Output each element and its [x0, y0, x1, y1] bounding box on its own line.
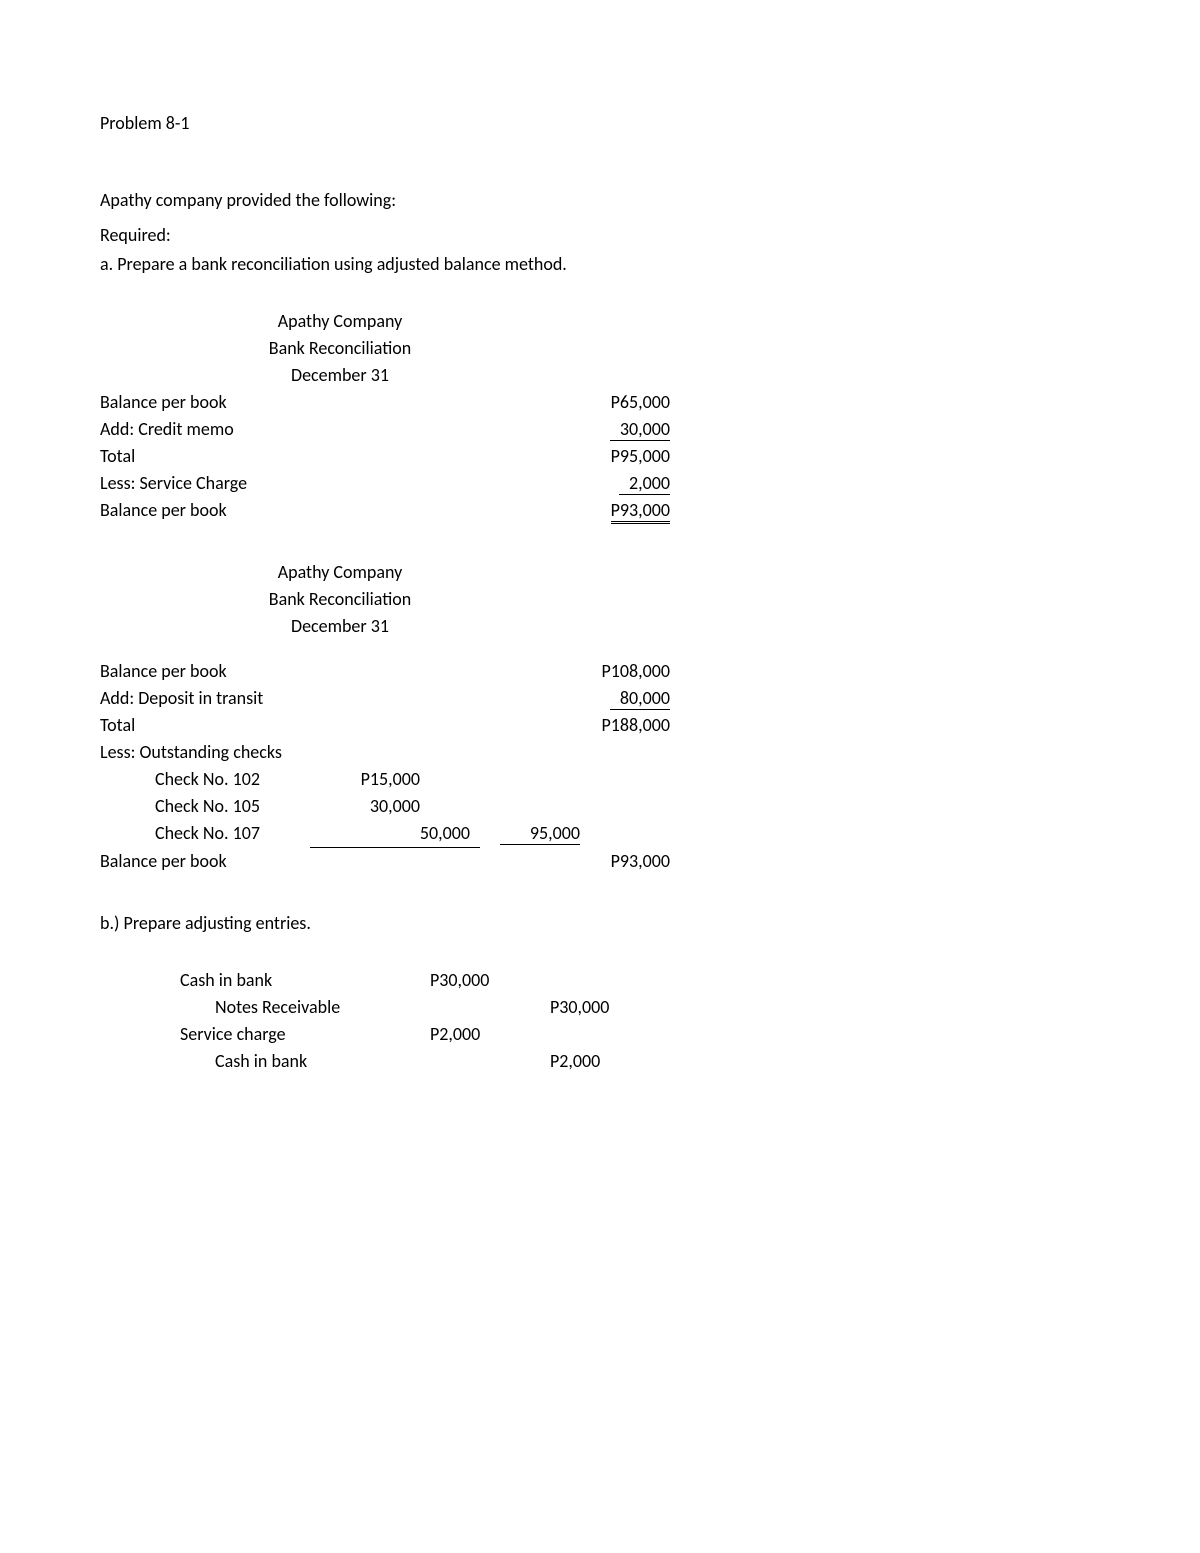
recon2-add-deposit: Add: Deposit in transit 80,000	[100, 685, 680, 712]
entry-label: Notes Receivable	[180, 994, 430, 1021]
requirement-b: b.) Prepare adjusting entries.	[100, 910, 1100, 937]
row-label: Balance per book	[100, 497, 480, 524]
row-amount: P188,000	[580, 712, 670, 739]
recon2-check-102: Check No. 102 P15,000	[100, 766, 680, 793]
recon1-title: Bank Reconciliation	[100, 335, 580, 362]
row-label: Balance per book	[100, 848, 480, 875]
row-amount: 80,000	[580, 685, 670, 712]
row-amount: 2,000	[580, 470, 670, 497]
recon2-title: Bank Reconciliation	[100, 586, 580, 613]
row-label: Add: Deposit in transit	[100, 685, 480, 712]
entry-label: Cash in bank	[180, 1048, 430, 1075]
row-label: Total	[100, 443, 480, 470]
entry-2-debit: Service charge P2,000	[180, 1021, 680, 1048]
recon2-balance-end: Balance per book P93,000	[100, 848, 680, 875]
intro-text: Apathy company provided the following:	[100, 187, 1100, 214]
row-amount: P65,000	[580, 389, 670, 416]
recon2-date: December 31	[100, 613, 580, 640]
entry-label: Service charge	[180, 1021, 430, 1048]
row-amount: 30,000	[580, 416, 670, 443]
entry-1-credit: Notes Receivable P30,000	[180, 994, 680, 1021]
recon2-balance-book: Balance per book P108,000	[100, 658, 680, 685]
entry-label: Cash in bank	[180, 967, 430, 994]
row-label: Less: Service Charge	[100, 470, 480, 497]
row-sub: 30,000	[310, 793, 430, 820]
recon2-check-105: Check No. 105 30,000	[100, 793, 680, 820]
row-amount: P93,000	[580, 848, 670, 875]
row-amount: P108,000	[580, 658, 670, 685]
row-label: Check No. 102	[100, 766, 310, 793]
row-label: Add: Credit memo	[100, 416, 480, 443]
entry-2-credit: Cash in bank P2,000	[180, 1048, 680, 1075]
required-label: Required:	[100, 222, 1100, 249]
row-label: Less: Outstanding checks	[100, 739, 480, 766]
problem-title: Problem 8-1	[100, 110, 1100, 137]
row-amount: 95,000	[480, 820, 580, 847]
adjusting-entries: Cash in bank P30,000 Notes Receivable P3…	[100, 967, 680, 1075]
recon1-company: Apathy Company	[100, 308, 580, 335]
row-label: Check No. 105	[100, 793, 310, 820]
recon2-total: Total P188,000	[100, 712, 680, 739]
row-sub: 50,000	[310, 820, 480, 848]
row-label: Check No. 107	[100, 820, 310, 847]
recon1-date: December 31	[100, 362, 580, 389]
entry-debit: P2,000	[430, 1021, 520, 1048]
row-amount: P93,000	[580, 497, 670, 524]
entry-debit: P30,000	[430, 967, 520, 994]
entry-credit: P30,000	[520, 994, 610, 1021]
recon1-total: Total P95,000	[100, 443, 680, 470]
recon1-balance-book: Balance per book P65,000	[100, 389, 680, 416]
row-amount: P95,000	[580, 443, 670, 470]
entry-1-debit: Cash in bank P30,000	[180, 967, 680, 994]
reconciliation-2: Apathy Company Bank Reconciliation Decem…	[100, 559, 680, 875]
recon1-balance-end: Balance per book P93,000	[100, 497, 680, 524]
recon1-less-service: Less: Service Charge 2,000	[100, 470, 680, 497]
requirement-a: a. Prepare a bank reconciliation using a…	[100, 251, 1100, 278]
recon1-add-credit: Add: Credit memo 30,000	[100, 416, 680, 443]
reconciliation-1: Apathy Company Bank Reconciliation Decem…	[100, 308, 680, 524]
row-label: Balance per book	[100, 389, 480, 416]
row-sub: P15,000	[310, 766, 430, 793]
entry-credit: P2,000	[520, 1048, 610, 1075]
row-label: Balance per book	[100, 658, 480, 685]
row-label: Total	[100, 712, 480, 739]
recon2-check-107: Check No. 107 50,000 95,000	[100, 820, 680, 848]
recon2-company: Apathy Company	[100, 559, 580, 586]
recon2-less-outstanding: Less: Outstanding checks	[100, 739, 680, 766]
